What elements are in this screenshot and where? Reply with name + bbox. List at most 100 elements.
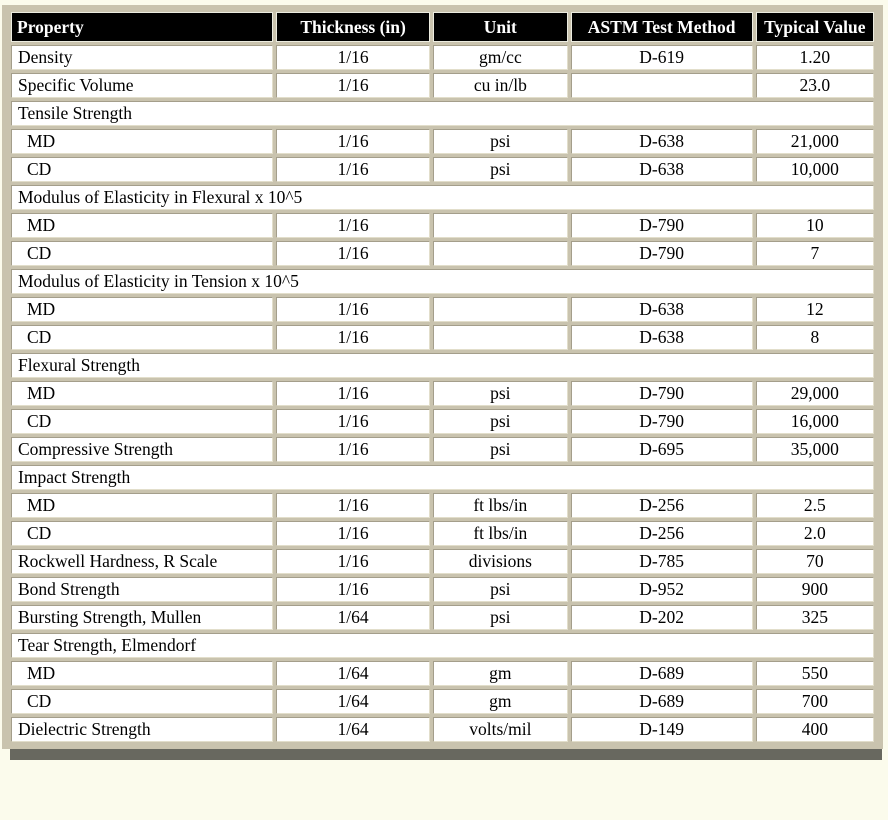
astm-method-cell: D-952 <box>570 577 753 602</box>
thickness-cell: 1/64 <box>276 661 431 686</box>
table-row: MD 1/16 D-638 12 <box>11 297 874 322</box>
section-row: Flexural Strength <box>11 353 874 378</box>
property-cell: Rockwell Hardness, R Scale <box>11 549 274 574</box>
property-cell: Specific Volume <box>11 73 274 98</box>
section-row: Modulus of Elasticity in Tension x 10^5 <box>11 269 874 294</box>
unit-cell: gm <box>433 689 568 714</box>
thickness-cell: 1/16 <box>276 73 431 98</box>
property-cell: Compressive Strength <box>11 437 274 462</box>
table-row: Specific Volume 1/16 cu in/lb 23.0 <box>11 73 874 98</box>
unit-cell: divisions <box>433 549 568 574</box>
unit-cell: psi <box>433 605 568 630</box>
thickness-cell: 1/16 <box>276 549 431 574</box>
thickness-cell: 1/16 <box>276 521 431 546</box>
table-body: Density 1/16 gm/cc D-619 1.20 Specific Volume… <box>11 45 874 742</box>
property-cell: MD <box>11 661 274 686</box>
thickness-cell: 1/16 <box>276 45 431 70</box>
property-cell: MD <box>11 129 274 154</box>
typical-value-cell: 35,000 <box>755 437 874 462</box>
thickness-cell: 1/16 <box>276 157 431 182</box>
typical-value-cell: 2.0 <box>755 521 874 546</box>
astm-method-cell: D-256 <box>570 521 753 546</box>
thickness-cell: 1/64 <box>276 605 431 630</box>
astm-method-cell: D-202 <box>570 605 753 630</box>
unit-cell: gm <box>433 661 568 686</box>
astm-method-cell: D-790 <box>570 213 753 238</box>
astm-method-cell: D-619 <box>570 45 753 70</box>
property-cell: CD <box>11 241 274 266</box>
column-header-astm-test-method: ASTM Test Method <box>570 12 753 42</box>
astm-method-cell: D-149 <box>570 717 753 742</box>
astm-method-cell: D-790 <box>570 381 753 406</box>
section-title: Tensile Strength <box>11 101 874 126</box>
typical-value-cell: 12 <box>755 297 874 322</box>
property-cell: CD <box>11 325 274 350</box>
section-title: Impact Strength <box>11 465 874 490</box>
typical-value-cell: 325 <box>755 605 874 630</box>
typical-value-cell: 70 <box>755 549 874 574</box>
table-shadow-bar <box>10 749 882 760</box>
astm-method-cell: D-256 <box>570 493 753 518</box>
thickness-cell: 1/16 <box>276 325 431 350</box>
property-cell: MD <box>11 297 274 322</box>
table-row: MD 1/16 psi D-790 29,000 <box>11 381 874 406</box>
typical-value-cell: 1.20 <box>755 45 874 70</box>
column-header-thickness-in: Thickness (in) <box>276 12 431 42</box>
astm-method-cell: D-689 <box>570 661 753 686</box>
property-cell: MD <box>11 493 274 518</box>
property-cell: Dielectric Strength <box>11 717 274 742</box>
table-row: MD 1/16 ft lbs/in D-256 2.5 <box>11 493 874 518</box>
column-header-property: Property <box>11 12 274 42</box>
table-row: Density 1/16 gm/cc D-619 1.20 <box>11 45 874 70</box>
property-cell: CD <box>11 157 274 182</box>
section-row: Tear Strength, Elmendorf <box>11 633 874 658</box>
table-row: MD 1/16 D-790 10 <box>11 213 874 238</box>
table-row: CD 1/16 D-790 7 <box>11 241 874 266</box>
thickness-cell: 1/64 <box>276 689 431 714</box>
unit-cell <box>433 213 568 238</box>
thickness-cell: 1/16 <box>276 409 431 434</box>
unit-cell: psi <box>433 437 568 462</box>
section-row: Impact Strength <box>11 465 874 490</box>
astm-method-cell: D-689 <box>570 689 753 714</box>
thickness-cell: 1/64 <box>276 717 431 742</box>
section-title: Modulus of Elasticity in Flexural x 10^5 <box>11 185 874 210</box>
typical-value-cell: 10,000 <box>755 157 874 182</box>
table-row: MD 1/64 gm D-689 550 <box>11 661 874 686</box>
astm-method-cell: D-790 <box>570 409 753 434</box>
table-row: CD 1/64 gm D-689 700 <box>11 689 874 714</box>
unit-cell <box>433 325 568 350</box>
unit-cell: psi <box>433 129 568 154</box>
table-row: CD 1/16 ft lbs/in D-256 2.0 <box>11 521 874 546</box>
section-row: Tensile Strength <box>11 101 874 126</box>
typical-value-cell: 900 <box>755 577 874 602</box>
thickness-cell: 1/16 <box>276 437 431 462</box>
typical-value-cell: 7 <box>755 241 874 266</box>
table-row: Bond Strength 1/16 psi D-952 900 <box>11 577 874 602</box>
astm-method-cell: D-638 <box>570 325 753 350</box>
table-row: CD 1/16 psi D-638 10,000 <box>11 157 874 182</box>
column-header-typical-value: Typical Value <box>755 12 874 42</box>
unit-cell: psi <box>433 381 568 406</box>
property-cell: Bursting Strength, Mullen <box>11 605 274 630</box>
astm-method-cell <box>570 73 753 98</box>
typical-value-cell: 10 <box>755 213 874 238</box>
astm-method-cell: D-695 <box>570 437 753 462</box>
table-row: MD 1/16 psi D-638 21,000 <box>11 129 874 154</box>
typical-value-cell: 2.5 <box>755 493 874 518</box>
thickness-cell: 1/16 <box>276 129 431 154</box>
table-row: Dielectric Strength 1/64 volts/mil D-149 400 <box>11 717 874 742</box>
typical-value-cell: 8 <box>755 325 874 350</box>
unit-cell: gm/cc <box>433 45 568 70</box>
typical-value-cell: 21,000 <box>755 129 874 154</box>
page: Property Thickness (in) Unit ASTM Test Meth… <box>0 5 888 760</box>
thickness-cell: 1/16 <box>276 577 431 602</box>
astm-method-cell: D-638 <box>570 157 753 182</box>
header-row: Property Thickness (in) Unit ASTM Test Meth… <box>11 12 874 42</box>
astm-method-cell: D-638 <box>570 129 753 154</box>
unit-cell <box>433 297 568 322</box>
property-cell: CD <box>11 689 274 714</box>
typical-value-cell: 23.0 <box>755 73 874 98</box>
table-row: Bursting Strength, Mullen 1/64 psi D-202 325 <box>11 605 874 630</box>
typical-value-cell: 29,000 <box>755 381 874 406</box>
